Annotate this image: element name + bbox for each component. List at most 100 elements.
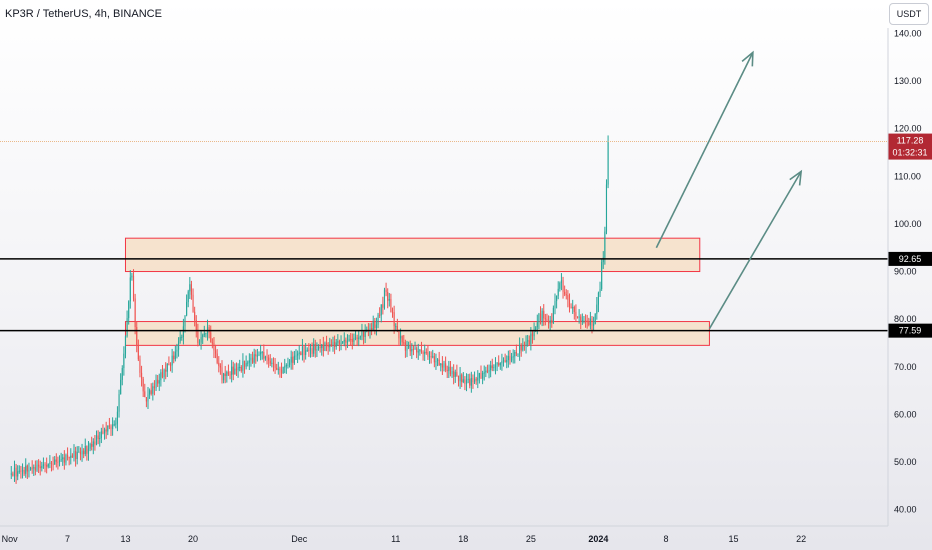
candle-body	[400, 336, 402, 339]
upper-projection-arrow	[655, 52, 754, 249]
candle-body	[380, 304, 382, 316]
candle-body	[58, 460, 61, 463]
candle-body	[36, 464, 38, 471]
candle-body	[596, 304, 598, 314]
time-tick-label: 7	[65, 534, 70, 544]
candle-body	[215, 350, 217, 354]
candle-body	[147, 394, 149, 402]
candle-body	[224, 373, 226, 376]
candle-body	[44, 464, 46, 466]
candle-body	[391, 312, 394, 314]
candle-body	[408, 346, 410, 348]
candle-body	[457, 376, 460, 382]
candle-body	[178, 341, 180, 350]
candle-body	[197, 330, 199, 343]
candle-body	[462, 379, 464, 383]
candle-body	[456, 372, 458, 377]
candle-body	[104, 429, 106, 434]
candle-body	[287, 364, 289, 366]
candle-body	[26, 465, 28, 472]
candle-body	[565, 294, 567, 296]
time-tick-label: 11	[391, 534, 400, 544]
candle-body	[171, 355, 173, 366]
candle-body	[459, 374, 461, 382]
candle-body	[50, 462, 53, 464]
candle-body	[105, 429, 107, 432]
candle-body	[256, 355, 258, 357]
candle-body	[234, 368, 236, 375]
candle-body	[123, 353, 125, 369]
candle-body	[512, 356, 514, 358]
candle-body	[28, 470, 30, 472]
candle-body	[314, 344, 316, 351]
candle-body	[102, 431, 104, 434]
candle-body	[73, 451, 75, 457]
candle-body	[385, 289, 387, 293]
candle-body	[78, 451, 80, 453]
candle-body	[523, 345, 525, 347]
candle-body	[488, 370, 490, 372]
candle-body	[108, 425, 110, 427]
candle-body	[445, 363, 447, 370]
candle-body	[419, 349, 421, 352]
candle-body	[70, 455, 72, 458]
candle-body	[535, 327, 537, 330]
candle-body	[128, 301, 130, 319]
candle-body	[152, 386, 154, 394]
candle-body	[345, 339, 347, 343]
candle-body	[379, 314, 381, 316]
candle-body	[263, 352, 265, 359]
candle-body	[361, 331, 363, 337]
candle-body	[321, 344, 323, 349]
candle-body	[120, 379, 122, 395]
candle-body	[60, 459, 62, 461]
time-tick-label: 13	[120, 534, 130, 544]
candle-body	[83, 450, 85, 455]
candle-body	[68, 457, 70, 459]
candle-body	[464, 379, 466, 384]
candle-body	[575, 311, 577, 317]
candle-body	[593, 324, 595, 326]
candle-body	[46, 465, 48, 467]
candle-body	[437, 359, 439, 361]
candle-body	[126, 318, 128, 337]
candle-body	[395, 326, 397, 328]
candle-body	[482, 372, 484, 379]
candle-body	[176, 349, 178, 352]
candle-body	[210, 332, 212, 343]
candle-body	[15, 467, 17, 477]
candle-body	[269, 360, 271, 364]
candle-body	[161, 372, 164, 378]
candle-body	[527, 340, 529, 342]
candle-body	[174, 351, 176, 360]
candle-body	[330, 344, 332, 346]
candle-body	[478, 373, 480, 378]
candle-body	[401, 336, 403, 343]
candle-body	[576, 316, 579, 318]
candle-body	[239, 366, 241, 368]
currency-button[interactable]: USDT	[889, 3, 929, 25]
candle-body	[552, 307, 554, 323]
candle-body	[601, 262, 603, 289]
candle-body	[298, 352, 300, 354]
candle-body	[169, 364, 172, 366]
candle-body	[334, 341, 336, 347]
candle-body	[568, 299, 571, 307]
candle-body	[67, 455, 69, 458]
candle-body	[184, 315, 186, 327]
candle-body	[520, 345, 522, 351]
candle-body	[602, 257, 604, 263]
candle-body	[107, 425, 109, 432]
candle-body	[194, 311, 196, 321]
candle-body	[282, 366, 284, 374]
candle-body	[440, 363, 442, 366]
candle-body	[483, 372, 485, 374]
candle-body	[607, 141, 609, 185]
candle-body	[274, 363, 276, 368]
candle-body	[153, 386, 155, 389]
candle-body	[243, 360, 246, 367]
time-tick-label: Nov	[2, 534, 19, 544]
candle-body	[356, 337, 358, 340]
